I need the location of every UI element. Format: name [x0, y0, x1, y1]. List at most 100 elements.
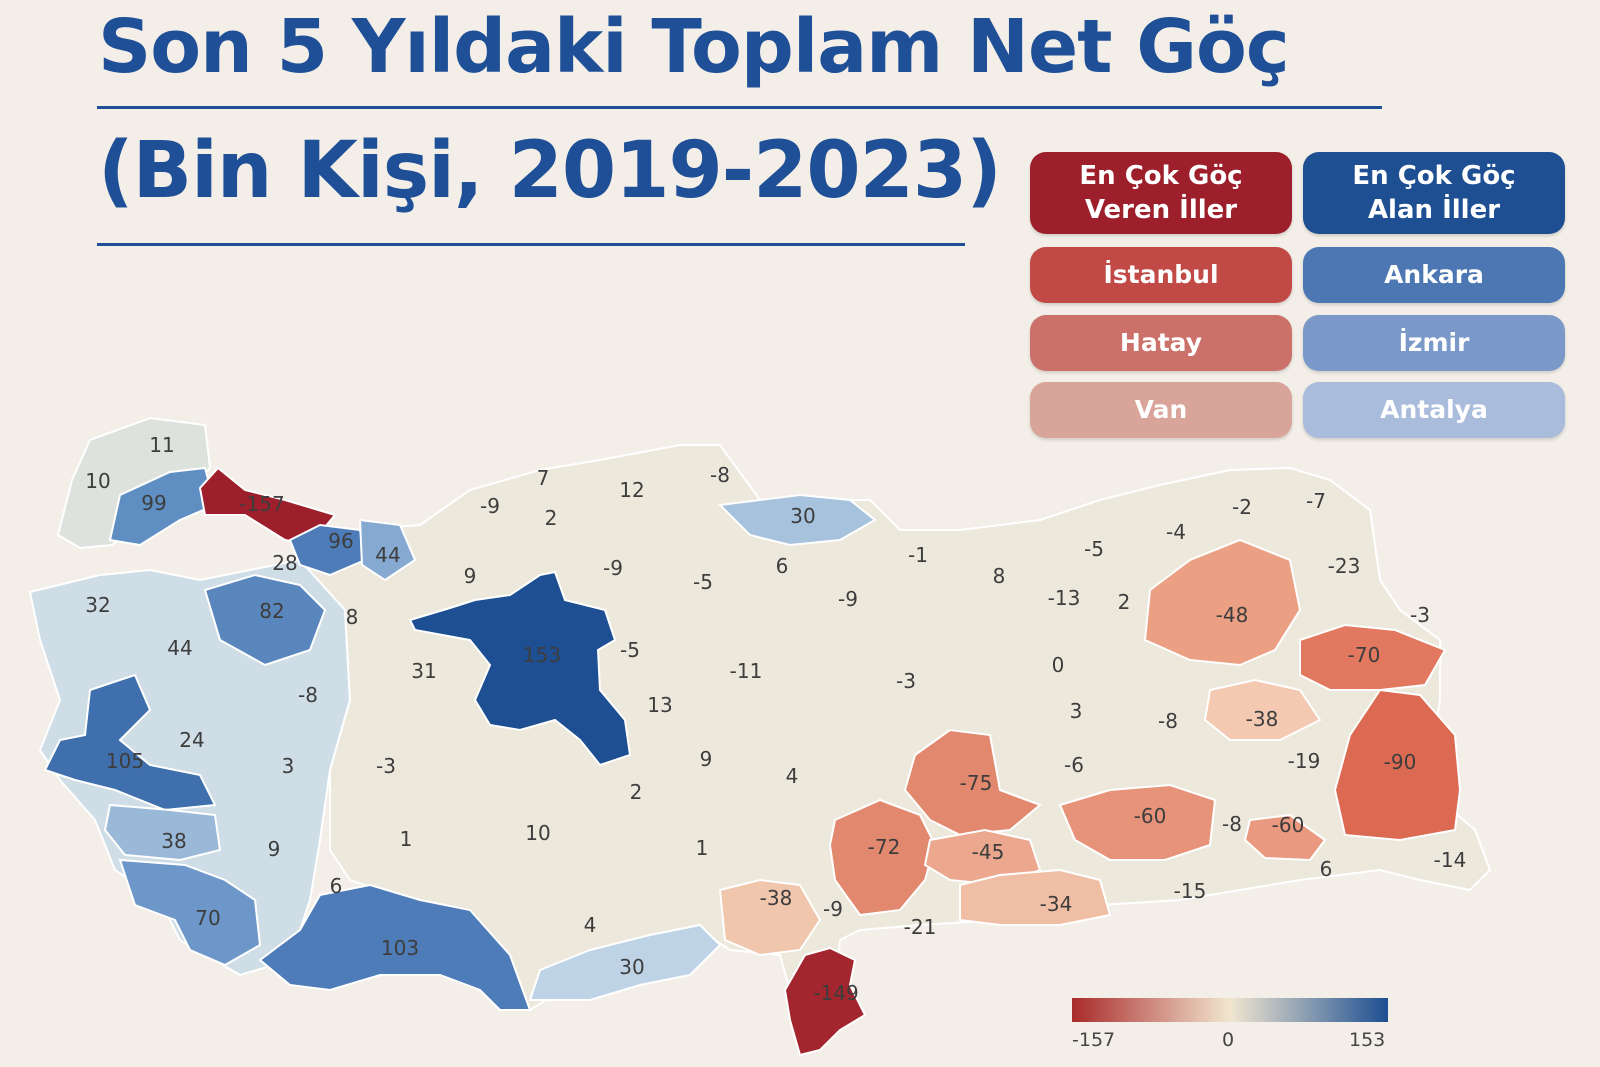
- province-value-label: 1: [400, 827, 413, 851]
- legend-emigration-item: Hatay: [1030, 315, 1292, 371]
- province-value-label: 4: [786, 764, 799, 788]
- province-value-label: -11: [730, 659, 763, 683]
- province-value-label: 9: [700, 747, 713, 771]
- province-value-label: -23: [1328, 554, 1361, 578]
- province-value-label: -8: [1158, 709, 1178, 733]
- province-value-label: -8: [710, 463, 730, 487]
- province-value-label: 1: [696, 836, 709, 860]
- province-value-label: 28: [272, 551, 297, 575]
- province-value-label: 13: [647, 693, 672, 717]
- province-value-label: 105: [106, 749, 144, 773]
- province-value-label: 7: [537, 466, 550, 490]
- map-title: Son 5 Yıldaki Toplam Net Göç: [98, 4, 1290, 90]
- province-kahramanmaras: [903, 728, 1042, 837]
- province-value-label: 44: [375, 543, 400, 567]
- province-icel-east: [718, 878, 822, 957]
- color-scale-bar: [1072, 998, 1388, 1022]
- map-subtitle: (Bin Kişi, 2019-2023): [98, 126, 1002, 216]
- province-value-label: -5: [693, 570, 713, 594]
- province-value-label: 30: [790, 504, 815, 528]
- province-value-label: -15: [1174, 879, 1207, 903]
- legend-emigration-header: En Çok Göç Veren İller: [1030, 152, 1292, 234]
- subtitle-underline: [97, 243, 965, 246]
- province-value-label: 9: [464, 564, 477, 588]
- province-value-label: 153: [523, 643, 561, 667]
- province-value-label: -4: [1166, 520, 1186, 544]
- province-value-label: 12: [619, 478, 644, 502]
- province-mersin: [528, 923, 722, 1001]
- province-mardin-siirt: [1243, 813, 1327, 862]
- province-izmir: [43, 673, 217, 812]
- province-value-label: -5: [1084, 537, 1104, 561]
- province-value-label: 8: [346, 605, 359, 629]
- province-hatay: [783, 946, 867, 1057]
- province-value-label: 32: [85, 593, 110, 617]
- province-value-label: -9: [838, 587, 858, 611]
- province-value-label: 9: [268, 837, 281, 861]
- province-value-label: -2: [1232, 495, 1252, 519]
- province-value-label: 6: [776, 554, 789, 578]
- province-value-label: 10: [85, 469, 110, 493]
- province-value-label: 70: [195, 906, 220, 930]
- province-value-label: -70: [1348, 643, 1381, 667]
- province-malatya-elazig: [1203, 678, 1322, 741]
- province-sakarya: [358, 518, 417, 582]
- province-value-label: 31: [411, 659, 436, 683]
- province-value-label: 10: [525, 821, 550, 845]
- province-value-label: 11: [149, 433, 174, 457]
- province-value-label: -38: [760, 886, 793, 910]
- province-erzurum: [1143, 538, 1302, 667]
- province-value-label: 8: [993, 564, 1006, 588]
- province-value-label: 82: [259, 599, 284, 623]
- province-value-label: -34: [1040, 892, 1073, 916]
- province-value-label: 24: [179, 728, 204, 752]
- province-value-label: -8: [298, 683, 318, 707]
- title-underline: [97, 106, 1382, 109]
- province-value-label: 6: [1320, 857, 1333, 881]
- province-value-label: -3: [376, 754, 396, 778]
- province-value-label: 30: [619, 955, 644, 979]
- color-scale-max-label: 153: [1349, 1029, 1385, 1051]
- province-value-label: -9: [603, 556, 623, 580]
- province-value-label: -9: [480, 494, 500, 518]
- province-value-label: 99: [141, 491, 166, 515]
- province-kars-agri: [1299, 623, 1447, 691]
- legend-emigration-item: İstanbul: [1030, 247, 1292, 303]
- province-value-label: -6: [1064, 753, 1084, 777]
- province-value-label: 44: [167, 636, 192, 660]
- province-value-label: -48: [1216, 603, 1249, 627]
- color-scale-min-label: -157: [1072, 1029, 1115, 1051]
- province-value-label: -149: [813, 981, 858, 1005]
- legend-immigration-item: İzmir: [1303, 315, 1565, 371]
- color-scale-mid-label: 0: [1222, 1029, 1234, 1051]
- legend-immigration-header-line2: Alan İller: [1367, 195, 1501, 225]
- legend-emigration-item: Van: [1030, 382, 1292, 438]
- province-value-label: -3: [896, 669, 916, 693]
- province-value-label: 3: [1070, 699, 1083, 723]
- province-value-label: -75: [960, 771, 993, 795]
- province-ankara: [408, 570, 632, 767]
- province-overlays: [43, 466, 1462, 1057]
- province-mugla: [118, 858, 262, 967]
- province-value-label: -19: [1288, 749, 1321, 773]
- province-value-label: -14: [1434, 848, 1467, 872]
- land-thrace: [56, 416, 212, 550]
- province-value-label: -5: [620, 638, 640, 662]
- legend-immigration-header-line1: En Çok Göç: [1352, 161, 1516, 191]
- province-value-label: -72: [868, 835, 901, 859]
- province-value-label: -21: [904, 915, 937, 939]
- legend-immigration-item: Ankara: [1303, 247, 1565, 303]
- province-value-label: -9: [823, 897, 843, 921]
- province-value-label: 38: [161, 829, 186, 853]
- province-value-label: 96: [328, 529, 353, 553]
- province-value-label: -8: [1222, 812, 1242, 836]
- province-value-label: -90: [1384, 750, 1417, 774]
- legend-emigration-header-line1: En Çok Göç: [1079, 161, 1243, 191]
- province-bursa: [203, 573, 327, 667]
- province-value-label: 103: [381, 936, 419, 960]
- color-scale: -157 0 153: [1072, 998, 1388, 1051]
- province-diyarbakir: [1058, 783, 1217, 861]
- province-aydin: [103, 803, 222, 862]
- province-value-label: 2: [1118, 590, 1131, 614]
